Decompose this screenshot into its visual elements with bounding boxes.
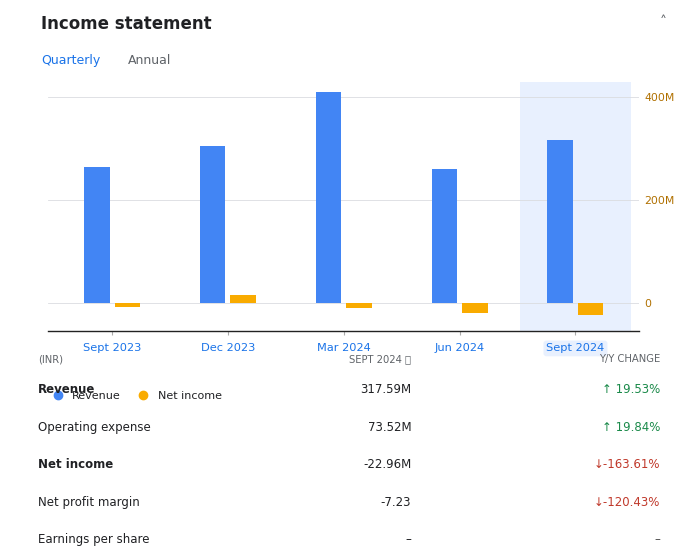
Bar xyxy=(547,139,573,302)
Text: -7.23: -7.23 xyxy=(381,496,411,509)
Text: Operating expense: Operating expense xyxy=(38,421,151,434)
Text: Income statement: Income statement xyxy=(41,15,212,33)
Bar xyxy=(578,302,603,315)
Bar xyxy=(84,167,110,302)
Text: ↑ 19.84%: ↑ 19.84% xyxy=(602,421,660,434)
Bar xyxy=(432,169,457,302)
Bar xyxy=(462,302,488,313)
Bar xyxy=(316,92,341,302)
Text: ˄: ˄ xyxy=(660,15,667,30)
Text: ↓-163.61%: ↓-163.61% xyxy=(594,458,660,472)
Text: Revenue: Revenue xyxy=(38,383,95,397)
Text: SEPT 2024 ⓘ: SEPT 2024 ⓘ xyxy=(349,354,411,364)
Text: -22.96M: -22.96M xyxy=(363,458,411,472)
Text: Annual: Annual xyxy=(128,54,171,67)
Bar xyxy=(115,302,140,307)
Text: 73.52M: 73.52M xyxy=(368,421,411,434)
Text: Quarterly: Quarterly xyxy=(41,54,101,67)
Text: ↓-120.43%: ↓-120.43% xyxy=(594,496,660,509)
Text: 317.59M: 317.59M xyxy=(360,383,411,397)
Bar xyxy=(520,82,631,331)
Text: Net profit margin: Net profit margin xyxy=(38,496,140,509)
Text: Earnings per share: Earnings per share xyxy=(38,533,149,546)
Text: Net income: Net income xyxy=(38,458,113,472)
Text: ↑ 19.53%: ↑ 19.53% xyxy=(602,383,660,397)
Bar xyxy=(200,146,225,302)
Text: –: – xyxy=(654,533,660,546)
Legend: Revenue, Net income: Revenue, Net income xyxy=(42,386,226,405)
Text: –: – xyxy=(405,533,411,546)
Text: Y/Y CHANGE: Y/Y CHANGE xyxy=(598,354,660,364)
Text: (INR): (INR) xyxy=(38,354,63,364)
Bar xyxy=(346,302,372,308)
Bar xyxy=(231,295,256,302)
